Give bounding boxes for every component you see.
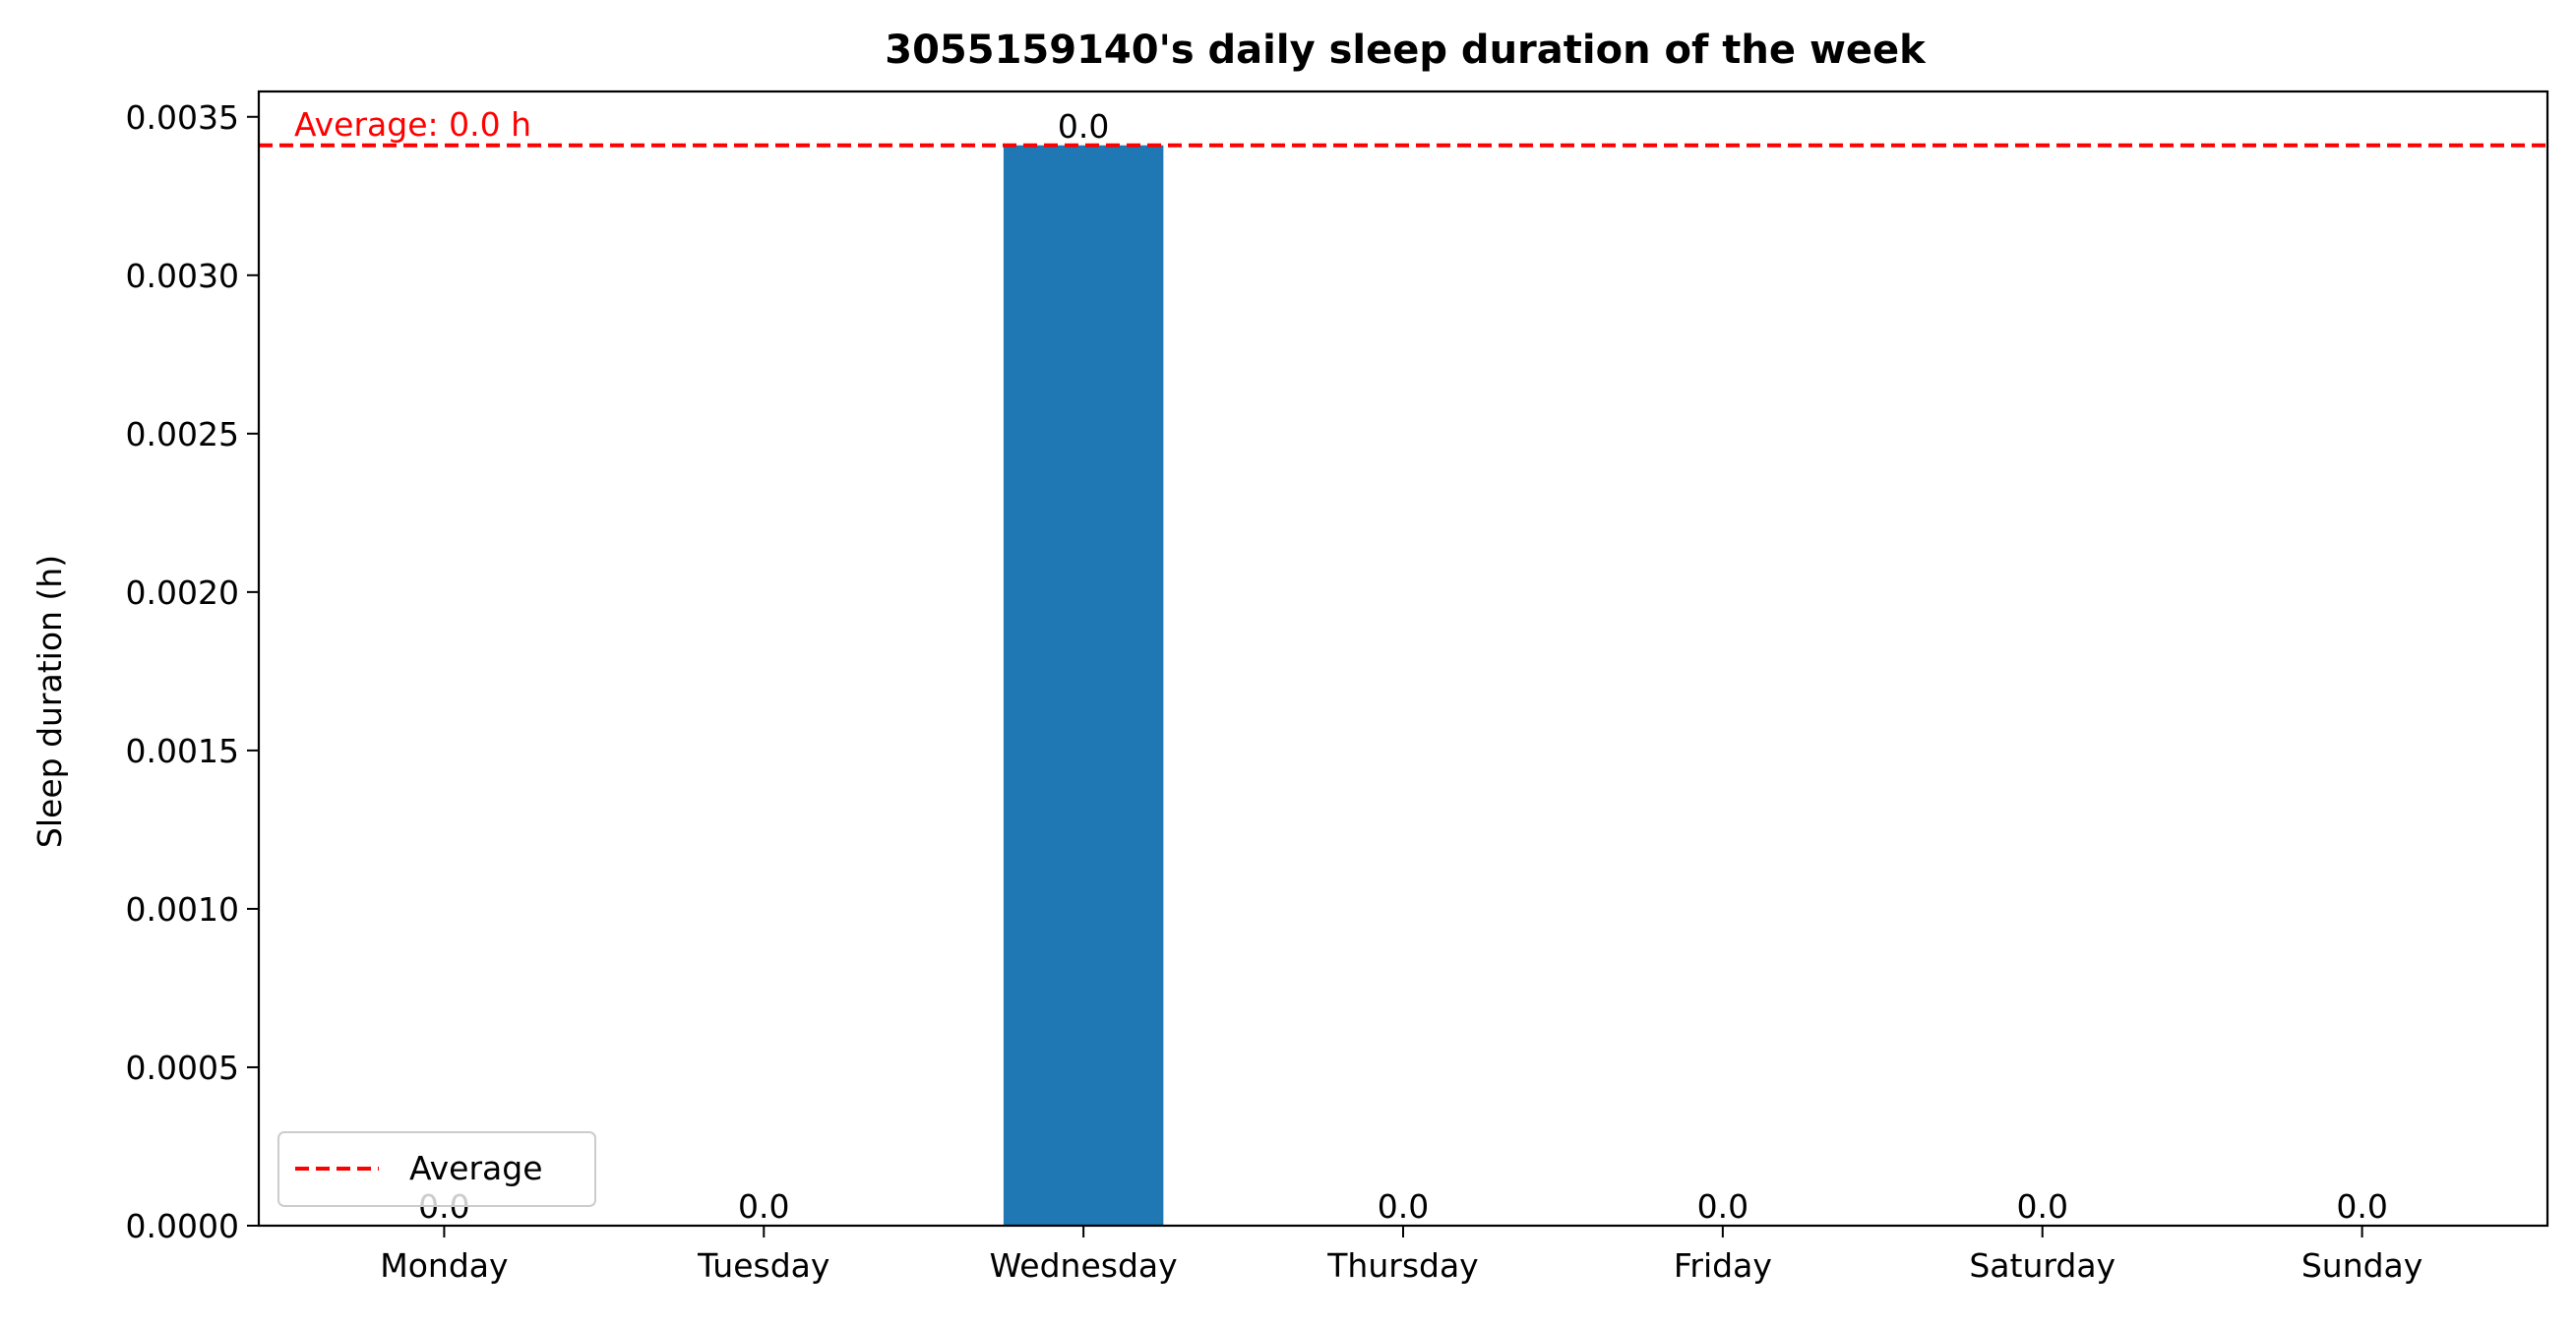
x-tick-label-sunday: Sunday <box>2301 1246 2423 1285</box>
y-tick-label: 0.0000 <box>126 1207 239 1245</box>
bars-layer <box>1003 145 1164 1226</box>
legend-average-label: Average <box>409 1149 543 1187</box>
x-tick-label-thursday: Thursday <box>1326 1246 1478 1285</box>
y-tick-label: 0.0005 <box>126 1049 239 1087</box>
bar-value-label-saturday: 0.0 <box>2016 1187 2067 1226</box>
bar-labels-layer: 0.00.00.00.00.00.00.0 <box>418 107 2388 1226</box>
y-tick-label: 0.0015 <box>126 732 239 770</box>
x-tick-label-monday: Monday <box>380 1246 508 1285</box>
average-annotation: Average: 0.0 h <box>294 105 531 144</box>
x-tick-label-wednesday: Wednesday <box>990 1246 1178 1285</box>
y-tick-label: 0.0025 <box>126 415 239 453</box>
bar-value-label-sunday: 0.0 <box>2336 1187 2387 1226</box>
y-tick-label: 0.0030 <box>126 257 239 295</box>
legend: Average <box>277 1131 596 1207</box>
y-axis: 0.0000 0.0005 0.0010 0.0015 0.0020 0.0025 0.00… <box>126 98 259 1245</box>
y-tick-label: 0.0035 <box>126 98 239 137</box>
x-tick-label-saturday: Saturday <box>1969 1246 2116 1285</box>
bar-value-label-wednesday: 0.0 <box>1058 107 1109 146</box>
x-axis: Monday Tuesday Wednesday Thursday Friday Satu… <box>380 1226 2423 1285</box>
chart-title: 3055159140's daily sleep duration of the… <box>885 28 1927 73</box>
y-axis-label: Sleep duration (h) <box>31 555 69 848</box>
bar-wednesday <box>1003 145 1164 1226</box>
average-layer: Average: 0.0 h <box>259 105 2547 148</box>
plot-frame <box>257 90 2549 1228</box>
x-tick-label-friday: Friday <box>1674 1246 1772 1285</box>
legend-box <box>277 1131 596 1207</box>
y-tick-label: 0.0010 <box>126 890 239 929</box>
bar-value-label-tuesday: 0.0 <box>738 1187 789 1226</box>
bar-value-label-friday: 0.0 <box>1697 1187 1748 1226</box>
bar-value-label-thursday: 0.0 <box>1378 1187 1429 1226</box>
y-tick-label: 0.0020 <box>126 573 239 612</box>
x-tick-label-tuesday: Tuesday <box>697 1246 829 1285</box>
